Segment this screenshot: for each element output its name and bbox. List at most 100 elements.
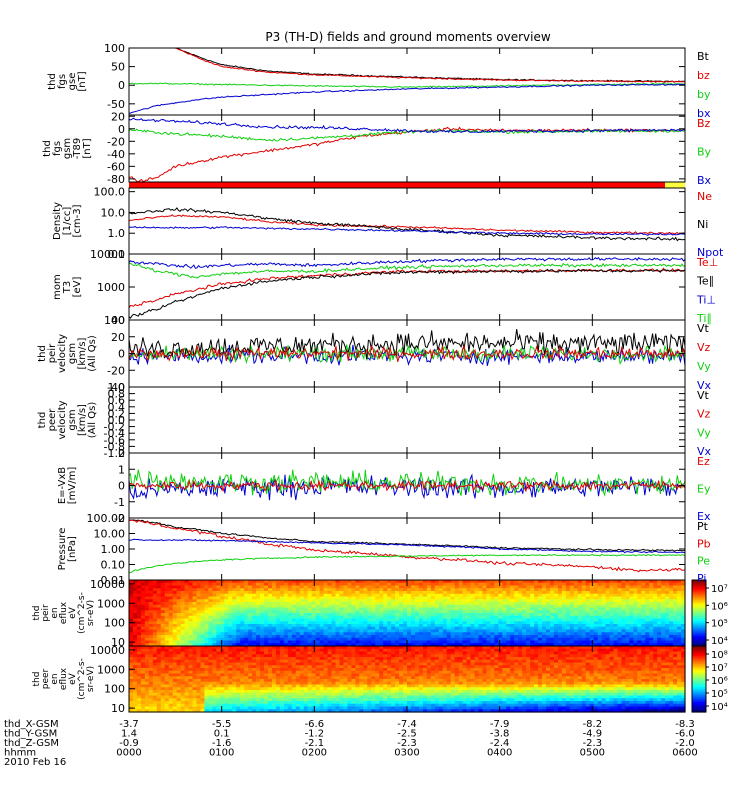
spectrogram-cell-peir-eflux [514,632,519,636]
spectrogram-cell-peir-eflux [617,615,623,620]
spectrogram-cell-peer-eflux [236,665,241,669]
spectrogram-cell-peir-eflux [478,593,484,598]
spectrogram-cell-peir-eflux [478,610,484,614]
spectrogram-cell-peir-eflux [609,615,615,620]
spectrogram-cell-peer-eflux [208,690,213,694]
spectrogram-cell-peir-eflux [466,585,472,589]
spectrogram-cell-peir-eflux [256,604,261,609]
spectrogram-cell-peer-eflux [188,690,194,694]
spectrogram-cell-peir-eflux [268,585,273,589]
spectrogram-cell-peir-eflux [414,604,420,609]
spectrogram-cell-peir-eflux [430,635,436,639]
spectrogram-cell-peir-eflux [653,632,658,636]
spectrogram-cell-peer-eflux [232,703,237,708]
spectrogram-cell-peer-eflux [287,679,293,683]
spectrogram-cell-peer-eflux [168,668,174,672]
spectrogram-cell-peir-eflux [180,632,186,636]
spectrogram-cell-peir-eflux [549,632,555,636]
spectrogram-cell-peir-eflux [657,596,662,600]
spectrogram-cell-peir-eflux [129,599,134,603]
spectrogram-cell-peir-eflux [653,593,658,598]
spectrogram-cell-peer-eflux [268,684,273,688]
spectrogram-cell-peer-eflux [152,703,158,708]
spectrogram-cell-peer-eflux [208,687,213,691]
spectrogram-cell-peer-eflux [327,654,333,658]
spectrogram-cell-peir-eflux [129,637,134,642]
spectrogram-cell-peer-eflux [383,684,388,688]
spectrogram-cell-peer-eflux [391,646,396,650]
spectrogram-cell-peir-eflux [264,588,269,592]
spectrogram-cell-peer-eflux [287,681,293,686]
spectrogram-cell-peir-eflux [661,588,666,592]
spectrogram-cell-peer-eflux [303,657,309,661]
spectrogram-cell-peir-eflux [633,599,638,603]
spectrogram-cell-peir-eflux [220,604,225,609]
spectrogram-cell-peer-eflux [367,687,372,691]
spectrogram-cell-peir-eflux [557,640,563,644]
spectrogram-cell-peir-eflux [589,593,595,598]
spectrogram-cell-peer-eflux [132,698,138,702]
spectrogram-cell-peer-eflux [268,659,273,664]
spectrogram-cell-peir-eflux [192,615,198,620]
spectrogram-cell-peer-eflux [339,690,345,694]
spectrogram-cell-peir-eflux [136,596,142,600]
spectrogram-cell-peir-eflux [367,596,372,600]
spectrogram-cell-peer-eflux [363,698,368,702]
spectrogram-cell-peir-eflux [478,637,484,642]
spectrogram-cell-peer-eflux [319,651,325,655]
spectrogram-cell-peer-eflux [391,676,396,680]
spectrogram-cell-peer-eflux [271,668,277,672]
spectrogram-cell-peir-eflux [244,613,249,617]
spectrogram-cell-peir-eflux [299,637,305,642]
spectrogram-cell-peir-eflux [279,621,285,625]
spectrogram-cell-peer-eflux [295,670,301,675]
spectrogram-cell-peir-eflux [450,599,456,603]
spectrogram-cell-peir-eflux [514,607,519,611]
spectrogram-cell-peir-eflux [661,593,666,598]
spectrogram-cell-peir-eflux [240,640,245,644]
spectrogram-cell-peir-eflux [299,588,305,592]
spectrogram-cell-peir-eflux [164,599,170,603]
spectrogram-cell-peer-eflux [184,654,190,658]
spectrogram-cell-peir-eflux [597,599,603,603]
spectrogram-cell-peir-eflux [653,624,658,628]
spectrogram-cell-peir-eflux [164,637,170,642]
spectrogram-cell-peir-eflux [494,588,499,592]
spectrogram-cell-peir-eflux [331,593,337,598]
spectrogram-cell-peir-eflux [387,613,392,617]
spectrogram-cell-peir-eflux [399,626,404,631]
spectrogram-cell-peer-eflux [148,684,154,688]
spectrogram-cell-peir-eflux [279,582,285,587]
spectrogram-cell-peir-eflux [446,637,452,642]
spectrogram-cell-peir-eflux [585,588,591,592]
spectrogram-cell-peir-eflux [645,599,650,603]
spectrogram-cell-peer-eflux [220,662,225,666]
spectrogram-cell-peir-eflux [299,602,305,606]
spectrogram-cell-peer-eflux [331,646,337,650]
spectrogram-cell-peir-eflux [268,604,273,609]
spectrogram-cell-peer-eflux [303,646,309,650]
spectrogram-cell-peir-eflux [597,607,603,611]
spectrogram-cell-peer-eflux [144,684,150,688]
spectrogram-cell-peir-eflux [661,624,666,628]
spectrogram-cell-peir-eflux [188,621,194,625]
spectrogram-cell-peer-eflux [331,648,337,653]
spectrogram-cell-peir-eflux [486,629,491,633]
spectrogram-cell-peir-eflux [196,610,202,614]
spectrogram-cell-peer-eflux [212,681,217,686]
spectrogram-cell-peer-eflux [375,679,380,683]
spectrogram-cell-peer-eflux [144,676,150,680]
spectrogram-cell-peir-eflux [188,635,194,639]
spectrogram-cell-peer-eflux [200,684,206,688]
spectrogram-cell-peir-eflux [669,607,674,611]
spectrogram-cell-peir-eflux [438,613,444,617]
spectrogram-cell-peir-eflux [573,626,579,631]
spectrogram-cell-peir-eflux [148,607,154,611]
spectrogram-cell-peir-eflux [589,591,595,595]
spectrogram-cell-peir-eflux [244,635,249,639]
spectrogram-cell-peir-eflux [601,624,607,628]
spectrogram-cell-peir-eflux [530,602,535,606]
spectrogram-cell-peir-eflux [426,618,432,622]
spectrogram-cell-peir-eflux [641,585,646,589]
spectrogram-cell-peer-eflux [283,657,289,661]
